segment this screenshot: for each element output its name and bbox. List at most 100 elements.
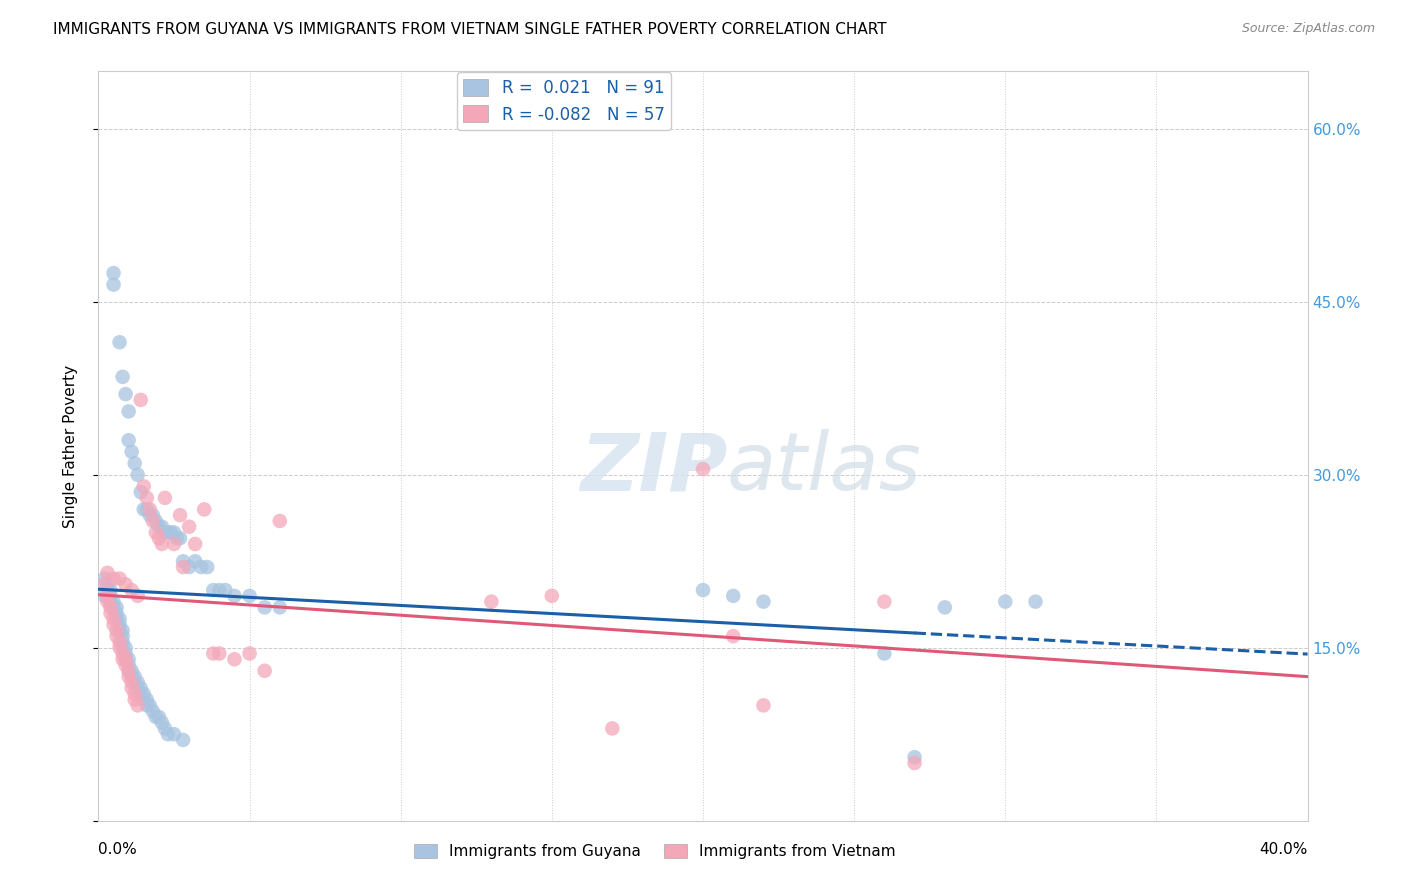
Point (150, 715, 173, 730)
Point (103, 572, 125, 586)
Point (114, 658, 136, 673)
Text: Source: ZipAtlas.com: Source: ZipAtlas.com (1241, 22, 1375, 36)
Point (873, 647, 896, 661)
Point (163, 727, 186, 741)
Point (118, 658, 141, 673)
Point (752, 698, 775, 713)
Point (114, 652, 136, 666)
Point (150, 519, 173, 533)
Point (139, 502, 162, 516)
Point (121, 669, 143, 683)
Point (96, 589, 118, 603)
Point (692, 462, 714, 476)
Y-axis label: Single Father Poverty: Single Father Poverty (63, 365, 77, 527)
Point (129, 681, 152, 695)
Point (148, 531, 170, 545)
Point (132, 502, 155, 516)
Point (184, 554, 207, 568)
Point (105, 629, 128, 643)
Point (105, 624, 128, 638)
Point (124, 687, 146, 701)
Point (127, 698, 149, 713)
Point (153, 491, 176, 505)
Point (172, 554, 194, 568)
Point (96, 577, 118, 591)
Point (540, 589, 562, 603)
Point (481, 594, 503, 608)
Text: 0.0%: 0.0% (98, 842, 138, 857)
Point (723, 629, 745, 643)
Point (100, 600, 122, 615)
Point (108, 617, 131, 632)
Point (148, 710, 170, 724)
Legend: R =  0.021   N = 91, R = -0.082   N = 57: R = 0.021 N = 91, R = -0.082 N = 57 (457, 72, 671, 130)
Point (108, 612, 131, 626)
Point (114, 647, 136, 661)
Point (904, 756, 927, 770)
Point (132, 687, 155, 701)
Point (172, 733, 194, 747)
Point (169, 508, 191, 523)
Point (172, 560, 194, 574)
Point (108, 640, 131, 655)
Point (96, 583, 118, 598)
Text: IMMIGRANTS FROM GUYANA VS IMMIGRANTS FROM VIETNAM SINGLE FATHER POVERTY CORRELAT: IMMIGRANTS FROM GUYANA VS IMMIGRANTS FRO… (53, 22, 887, 37)
Point (111, 647, 134, 661)
Point (1024, 594, 1046, 608)
Point (269, 600, 291, 615)
Point (103, 266, 125, 280)
Point (118, 664, 141, 678)
Point (145, 525, 167, 540)
Point (105, 612, 128, 626)
Point (129, 392, 152, 407)
Point (111, 629, 134, 643)
Point (145, 514, 167, 528)
Point (132, 479, 155, 493)
Point (169, 531, 191, 545)
Point (208, 583, 231, 598)
Point (166, 531, 188, 545)
Point (135, 692, 157, 706)
Point (96, 589, 118, 603)
Point (135, 502, 157, 516)
Point (93, 572, 115, 586)
Point (121, 675, 143, 690)
Point (148, 519, 170, 533)
Point (193, 502, 215, 516)
Point (214, 583, 236, 598)
Point (163, 525, 186, 540)
Point (994, 594, 1017, 608)
Point (156, 727, 179, 741)
Point (93, 577, 115, 591)
Point (139, 698, 162, 713)
Point (111, 652, 134, 666)
Point (129, 485, 152, 500)
Text: 40.0%: 40.0% (1260, 842, 1308, 857)
Point (118, 434, 141, 448)
Point (118, 669, 141, 683)
Point (127, 467, 149, 482)
Point (150, 537, 173, 551)
Point (100, 594, 122, 608)
Point (202, 647, 225, 661)
Point (127, 589, 149, 603)
Point (253, 600, 276, 615)
Point (121, 583, 143, 598)
Point (163, 537, 186, 551)
Point (723, 589, 745, 603)
Point (118, 404, 141, 418)
Point (118, 664, 141, 678)
Point (153, 722, 176, 736)
Point (692, 583, 714, 598)
Point (269, 514, 291, 528)
Point (129, 687, 152, 701)
Point (124, 692, 146, 706)
Point (103, 277, 125, 292)
Point (145, 710, 167, 724)
Point (100, 606, 122, 620)
Point (121, 444, 143, 458)
Point (179, 560, 201, 574)
Text: ZIP: ZIP (579, 429, 727, 508)
Point (142, 514, 165, 528)
Point (121, 681, 143, 695)
